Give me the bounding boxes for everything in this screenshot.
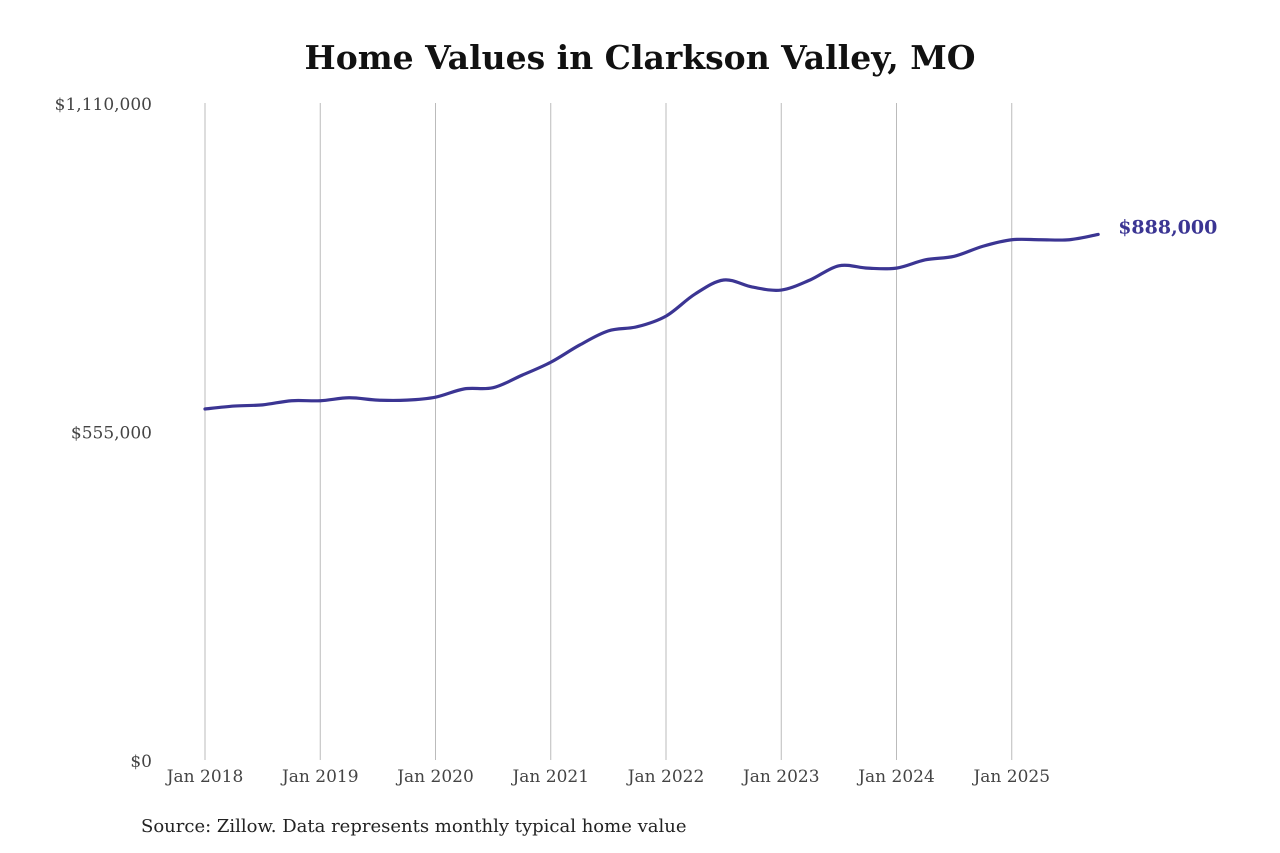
x-tick-label: Jan 2025 <box>971 767 1050 787</box>
y-tick-label: $555,000 <box>71 424 152 444</box>
x-tick-label: Jan 2020 <box>395 767 474 787</box>
end-value-label: $888,000 <box>1118 216 1217 238</box>
x-tick-label: Jan 2023 <box>741 767 820 787</box>
source-note: Source: Zillow. Data represents monthly … <box>141 816 687 837</box>
y-tick-label: $0 <box>130 752 152 772</box>
chart-title: Home Values in Clarkson Valley, MO <box>304 38 976 77</box>
x-tick-label: Jan 2019 <box>280 767 359 787</box>
x-tick-label: Jan 2021 <box>510 767 589 787</box>
y-tick-label: $1,110,000 <box>55 95 152 115</box>
series-line <box>203 232 1100 411</box>
x-tick-label: Jan 2024 <box>856 767 935 787</box>
x-tick-label: Jan 2018 <box>165 767 244 787</box>
x-tick-label: Jan 2022 <box>626 767 705 787</box>
